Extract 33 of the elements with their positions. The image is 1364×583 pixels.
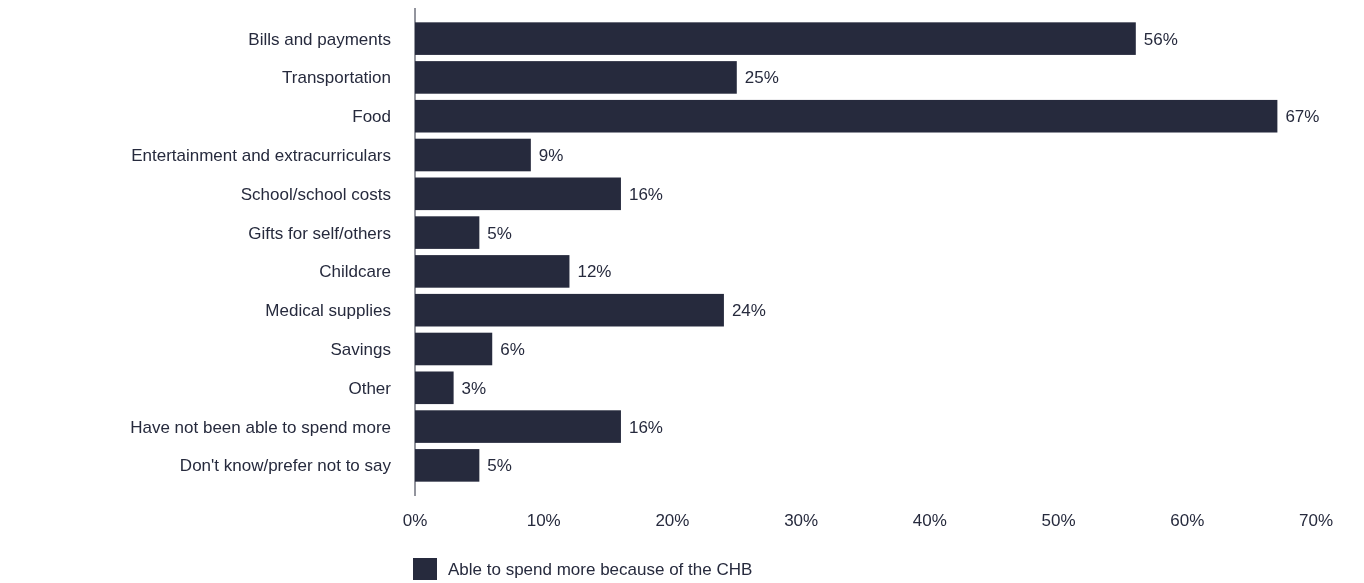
x-tick-label: 0% <box>402 511 428 530</box>
y-tick-label: Other <box>348 378 392 398</box>
y-tick-label: Childcare <box>319 262 391 282</box>
y-tick-label: Have not been able to spend more <box>130 417 391 437</box>
y-tick-label: Bills and payments <box>248 29 391 49</box>
y-tick-label: Entertainment and extracurriculars <box>131 145 391 165</box>
data-label: 9% <box>538 145 564 165</box>
x-tick-label: 50% <box>1041 511 1076 530</box>
data-label: 5% <box>487 223 512 243</box>
x-tick-label: 20% <box>655 511 690 530</box>
data-label: 24% <box>731 301 766 321</box>
x-tick-label: 10% <box>526 511 561 530</box>
y-tick-label: Medical supplies <box>265 301 391 321</box>
data-label: 67% <box>1285 107 1320 127</box>
x-tick-label: 40% <box>912 511 947 530</box>
legend-label: Able to spend more because of the CHB <box>448 559 753 579</box>
data-label: 5% <box>487 456 512 476</box>
y-tick-label: Savings <box>330 339 391 359</box>
data-label: 16% <box>628 417 663 437</box>
y-tick-label: Food <box>352 107 391 127</box>
x-tick-label: 70% <box>1298 511 1334 530</box>
y-tick-label: Gifts for self/others <box>248 223 391 243</box>
y-tick-label: Don't know/prefer not to say <box>179 456 392 476</box>
x-tick-label: 60% <box>1170 511 1205 530</box>
data-label: 16% <box>628 184 663 204</box>
data-label: 3% <box>461 378 487 398</box>
x-tick-label: 30% <box>784 511 819 530</box>
data-label: 56% <box>1143 29 1178 49</box>
y-tick-label: School/school costs <box>240 184 391 204</box>
data-label: 12% <box>577 262 612 282</box>
data-label: 6% <box>500 339 525 359</box>
data-label: 25% <box>744 68 779 88</box>
y-tick-label: Transportation <box>282 68 391 88</box>
